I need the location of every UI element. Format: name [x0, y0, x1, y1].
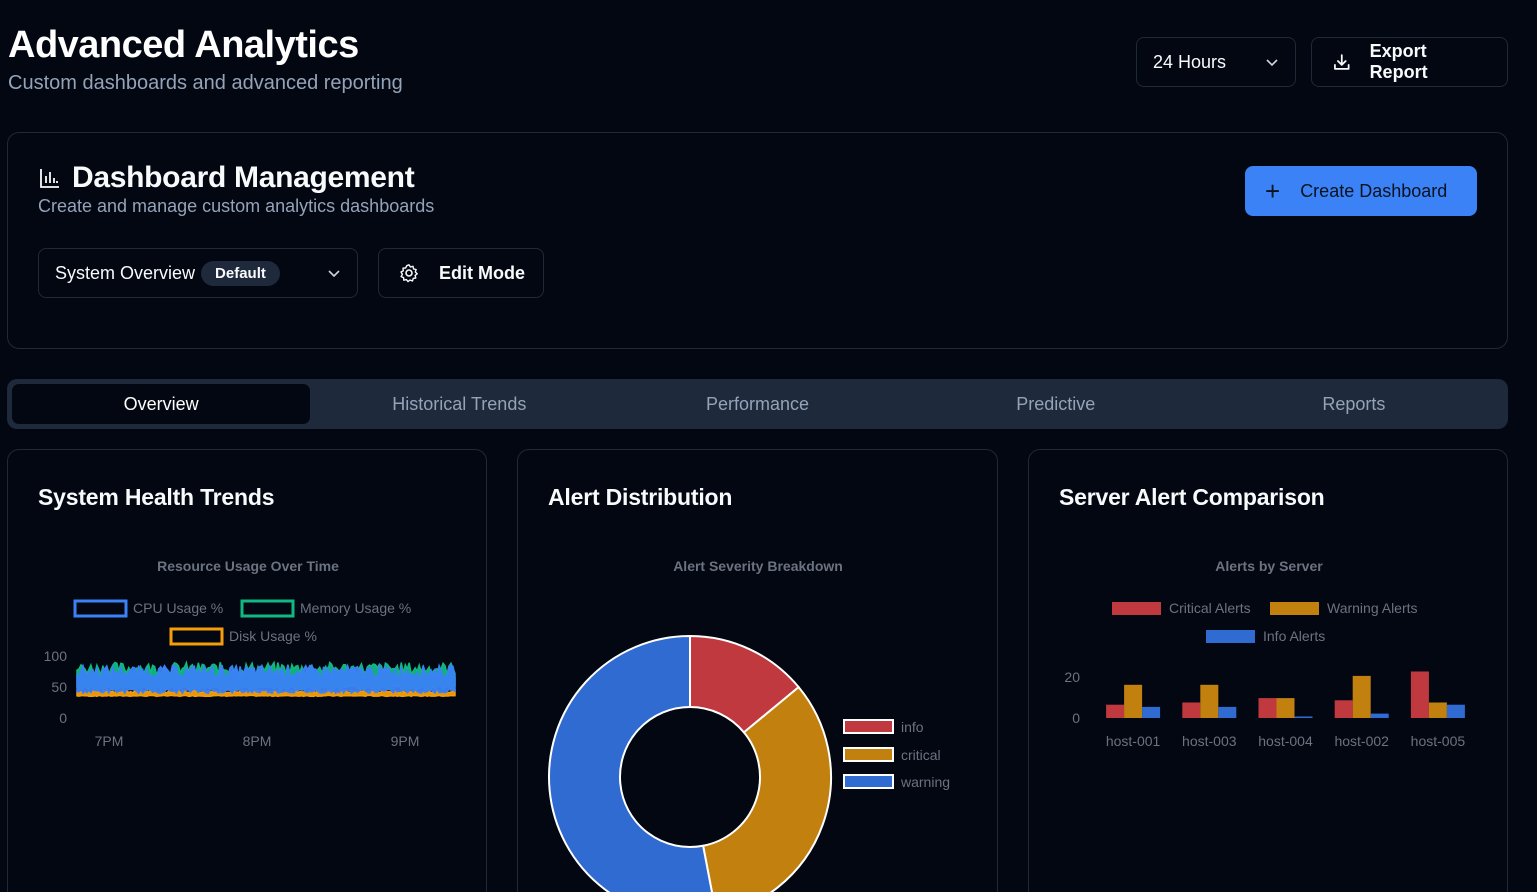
legend-label-disk: Disk Usage %	[229, 628, 317, 644]
x-tick-label: host-004	[1258, 733, 1313, 749]
legend-swatch-disk	[169, 627, 224, 646]
legend-label-critical: Critical Alerts	[1169, 600, 1251, 616]
download-icon	[1334, 54, 1350, 70]
bar-host-001-info-alerts[interactable]	[1142, 706, 1161, 718]
chevron-down-icon	[1266, 59, 1278, 67]
bar-host-002-critical-alerts[interactable]	[1334, 700, 1353, 718]
gear-icon	[400, 264, 418, 283]
legend-label-info: Info Alerts	[1263, 628, 1325, 644]
page-title: Advanced Analytics	[8, 24, 359, 66]
server-alert-card: Server Alert Comparison Alerts by Server…	[1028, 449, 1508, 892]
donut-slice-critical[interactable]	[701, 685, 832, 892]
legend-swatch-memory	[240, 599, 295, 618]
chart-title: Alerts by Server	[1215, 558, 1323, 574]
server-alert-title: Server Alert Comparison	[1059, 484, 1325, 510]
bar-host-005-info-alerts[interactable]	[1446, 704, 1465, 718]
dashboard-management-card: Dashboard Management Create and manage c…	[7, 132, 1508, 349]
system-health-card: System Health Trends Resource Usage Over…	[7, 449, 487, 892]
legend-label-memory: Memory Usage %	[300, 600, 411, 616]
bar-host-004-critical-alerts[interactable]	[1258, 698, 1277, 718]
chart-title: Resource Usage Over Time	[157, 558, 339, 574]
legend-swatch-critical	[843, 747, 894, 762]
create-dashboard-button[interactable]: + Create Dashboard	[1245, 166, 1477, 216]
bar-host-003-info-alerts[interactable]	[1218, 706, 1237, 718]
export-report-label: Export Report	[1369, 41, 1428, 82]
legend-swatch-warning	[843, 774, 894, 789]
legend-swatch-info	[1206, 630, 1255, 643]
tab-reports[interactable]: Reports	[1322, 393, 1386, 414]
donut-slice-warning[interactable]	[548, 634, 716, 892]
y-tick-label: 20	[1064, 669, 1080, 685]
page-header: Advanced Analytics Custom dashboards and…	[8, 22, 403, 95]
x-tick-label: host-001	[1106, 733, 1161, 749]
tab-overview[interactable]: Overview	[12, 384, 311, 424]
dashboard-select[interactable]: System Overview Default	[38, 248, 358, 298]
dashboard-management-title: Dashboard Management	[72, 161, 415, 194]
y-tick-label: 50	[51, 679, 67, 695]
legend-label-warning: Warning Alerts	[1327, 600, 1418, 616]
series-area-cpu-usage-	[76, 662, 456, 695]
time-range-value: 24 Hours	[1153, 51, 1227, 72]
system-health-title: System Health Trends	[38, 484, 275, 510]
dashboard-management-subtitle: Create and manage custom analytics dashb…	[38, 196, 435, 216]
x-tick-label: 7PM	[95, 733, 124, 749]
chevron-down-icon	[328, 270, 340, 278]
tab-bar: Overview Historical Trends Performance P…	[7, 379, 1508, 429]
plus-icon: +	[1265, 176, 1281, 206]
legend-swatch-cpu	[73, 599, 128, 618]
bar-host-001-warning-alerts[interactable]	[1124, 684, 1143, 718]
legend-swatch-warning	[1270, 602, 1319, 615]
chart-title: Alert Severity Breakdown	[673, 558, 843, 574]
legend-swatch-info	[843, 719, 894, 734]
bar-host-004-info-alerts[interactable]	[1294, 716, 1313, 719]
y-tick-label: 100	[44, 648, 68, 664]
alert-distribution-card: Alert Distribution Alert Severity Breakd…	[517, 449, 998, 892]
bar-host-003-warning-alerts[interactable]	[1200, 684, 1219, 718]
tab-performance[interactable]: Performance	[705, 393, 810, 414]
page-subtitle: Custom dashboards and advanced reporting	[8, 72, 403, 94]
bar-host-002-info-alerts[interactable]	[1370, 713, 1389, 718]
resource-usage-chart: Resource Usage Over Time CPU Usage % Mem…	[44, 558, 456, 749]
legend-label-warning: warning	[900, 774, 950, 790]
x-tick-label: host-003	[1182, 733, 1237, 749]
x-tick-label: host-005	[1411, 733, 1466, 749]
legend-swatch-critical	[1112, 602, 1161, 615]
alerts-by-server-chart: Alerts by Server Critical Alerts Warning…	[1064, 558, 1466, 749]
x-tick-label: 8PM	[243, 733, 272, 749]
bar-chart-icon	[40, 169, 59, 188]
time-range-select[interactable]: 24 Hours	[1136, 37, 1296, 87]
x-tick-label: host-002	[1334, 733, 1389, 749]
y-tick-label: 0	[59, 710, 67, 726]
legend-label-critical: critical	[901, 747, 941, 763]
edit-mode-button[interactable]: Edit Mode	[378, 248, 544, 298]
edit-mode-label: Edit Mode	[439, 262, 525, 283]
bar-host-005-warning-alerts[interactable]	[1428, 702, 1447, 719]
legend-label-info: info	[901, 719, 924, 735]
bar-host-004-warning-alerts[interactable]	[1276, 698, 1295, 718]
bar-host-005-critical-alerts[interactable]	[1410, 671, 1429, 719]
dashboard-management-header: Dashboard Management	[38, 161, 415, 195]
alert-distribution-title: Alert Distribution	[548, 484, 733, 510]
bar-host-002-warning-alerts[interactable]	[1352, 675, 1371, 718]
dashboard-select-value: System Overview	[55, 262, 196, 283]
tab-historical-trends[interactable]: Historical Trends	[392, 393, 527, 414]
y-tick-label: 0	[1072, 710, 1080, 726]
x-tick-label: 9PM	[391, 733, 420, 749]
default-badge: Default	[201, 260, 280, 286]
tab-predictive[interactable]: Predictive	[1016, 393, 1096, 414]
alert-severity-chart: Alert Severity Breakdown info critical w…	[548, 558, 950, 892]
export-report-button[interactable]: Export Report	[1311, 37, 1508, 87]
bar-host-001-critical-alerts[interactable]	[1106, 704, 1125, 718]
legend-label-cpu: CPU Usage %	[133, 600, 223, 616]
bar-host-003-critical-alerts[interactable]	[1182, 702, 1201, 719]
create-dashboard-label: Create Dashboard	[1300, 180, 1448, 201]
